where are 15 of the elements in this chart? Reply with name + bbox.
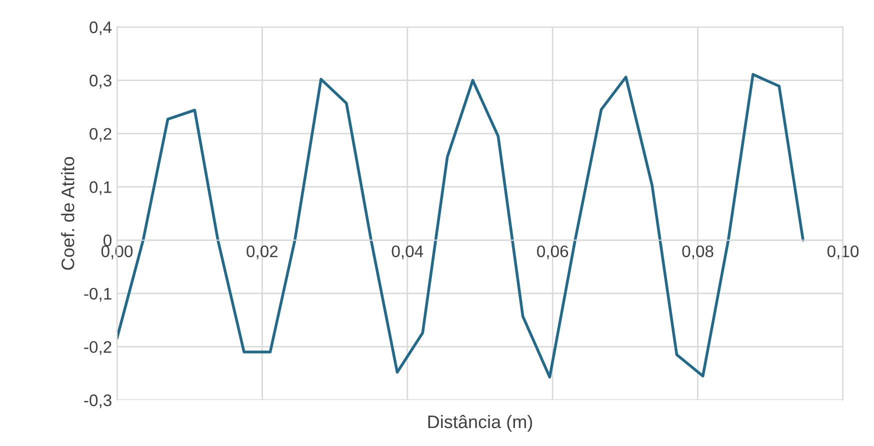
x-tick-label: 0,08	[682, 245, 714, 260]
y-tick-label: -0,2	[84, 341, 112, 355]
y-axis-title: Coef. de Atrito	[61, 157, 74, 270]
y-tick-label: -0,1	[84, 288, 112, 302]
x-tick-label: 0,02	[246, 245, 278, 260]
y-tick-label: 0,2	[90, 128, 112, 142]
y-tick-label: 0,4	[90, 21, 112, 36]
x-axis-title: Distância (m)	[428, 414, 532, 432]
x-tick-label: 0,10	[827, 245, 859, 260]
y-tick-label: 0,1	[90, 181, 112, 196]
y-tick-label: 0,3	[90, 74, 112, 88]
y-tick-label: 0	[104, 234, 112, 246]
y-tick-label: -0,3	[84, 394, 112, 408]
x-tick-label: 0,04	[392, 245, 424, 260]
x-tick-label: 0,06	[537, 245, 568, 260]
